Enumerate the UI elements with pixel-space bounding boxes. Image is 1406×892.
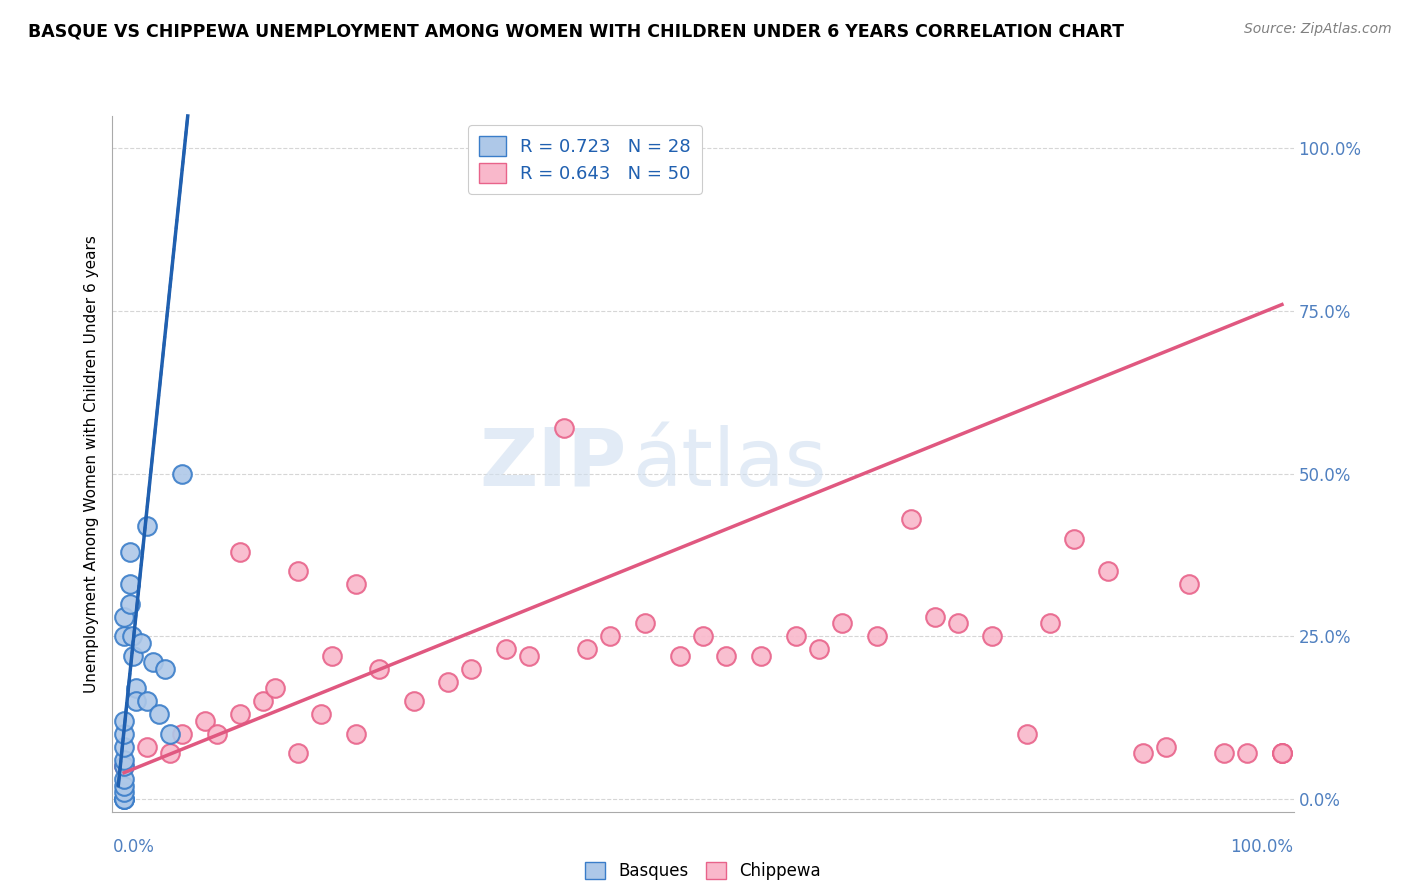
Text: 100.0%: 100.0% — [1230, 838, 1294, 856]
Point — [112, 779, 135, 793]
Point — [1271, 746, 1294, 760]
Point — [553, 421, 575, 435]
Point — [981, 629, 1004, 643]
Point — [131, 635, 153, 649]
Point — [252, 694, 274, 708]
Y-axis label: Unemployment Among Women with Children Under 6 years: Unemployment Among Women with Children U… — [83, 235, 98, 693]
Text: BASQUE VS CHIPPEWA UNEMPLOYMENT AMONG WOMEN WITH CHILDREN UNDER 6 YEARS CORRELAT: BASQUE VS CHIPPEWA UNEMPLOYMENT AMONG WO… — [28, 22, 1125, 40]
Point — [1271, 746, 1294, 760]
Point — [159, 727, 181, 741]
Point — [807, 642, 830, 657]
Point — [142, 655, 165, 669]
Point — [634, 616, 657, 631]
Point — [124, 681, 146, 695]
Point — [924, 609, 946, 624]
Point — [437, 674, 460, 689]
Text: ZIP: ZIP — [479, 425, 626, 503]
Point — [714, 648, 737, 663]
Point — [1271, 746, 1294, 760]
Point — [344, 577, 367, 591]
Point — [170, 467, 193, 481]
Point — [367, 662, 389, 676]
Point — [121, 629, 143, 643]
Point — [124, 694, 146, 708]
Point — [118, 544, 141, 558]
Point — [1097, 564, 1119, 578]
Point — [136, 518, 159, 533]
Point — [1236, 746, 1258, 760]
Point — [118, 577, 141, 591]
Point — [159, 746, 181, 760]
Point — [831, 616, 853, 631]
Point — [263, 681, 285, 695]
Point — [170, 727, 193, 741]
Point — [749, 648, 772, 663]
Point — [1178, 577, 1201, 591]
Point — [112, 785, 135, 799]
Point — [112, 753, 135, 767]
Text: 0.0%: 0.0% — [112, 838, 155, 856]
Point — [112, 791, 135, 805]
Point — [669, 648, 692, 663]
Point — [122, 648, 145, 663]
Point — [194, 714, 217, 728]
Point — [205, 727, 228, 741]
Point — [402, 694, 425, 708]
Point — [112, 609, 135, 624]
Point — [112, 739, 135, 754]
Point — [287, 746, 309, 760]
Point — [136, 739, 159, 754]
Point — [153, 662, 176, 676]
Point — [136, 694, 159, 708]
Point — [112, 759, 135, 773]
Point — [229, 544, 252, 558]
Point — [112, 727, 135, 741]
Legend: Basques, Chippewa: Basques, Chippewa — [579, 855, 827, 887]
Point — [576, 642, 599, 657]
Point — [517, 648, 540, 663]
Point — [344, 727, 367, 741]
Point — [112, 714, 135, 728]
Point — [866, 629, 889, 643]
Point — [148, 707, 170, 722]
Point — [112, 791, 135, 805]
Point — [118, 597, 141, 611]
Point — [785, 629, 807, 643]
Point — [229, 707, 252, 722]
Point — [1154, 739, 1177, 754]
Point — [1132, 746, 1154, 760]
Point — [900, 512, 922, 526]
Point — [1063, 532, 1085, 546]
Text: Source: ZipAtlas.com: Source: ZipAtlas.com — [1244, 22, 1392, 37]
Point — [1213, 746, 1236, 760]
Text: átlas: átlas — [633, 425, 827, 503]
Point — [112, 772, 135, 787]
Point — [599, 629, 621, 643]
Point — [309, 707, 332, 722]
Point — [112, 759, 135, 773]
Point — [1017, 727, 1039, 741]
Point — [692, 629, 714, 643]
Point — [495, 642, 517, 657]
Point — [287, 564, 309, 578]
Point — [112, 629, 135, 643]
Point — [1039, 616, 1062, 631]
Point — [946, 616, 969, 631]
Point — [112, 791, 135, 805]
Point — [321, 648, 343, 663]
Point — [460, 662, 482, 676]
